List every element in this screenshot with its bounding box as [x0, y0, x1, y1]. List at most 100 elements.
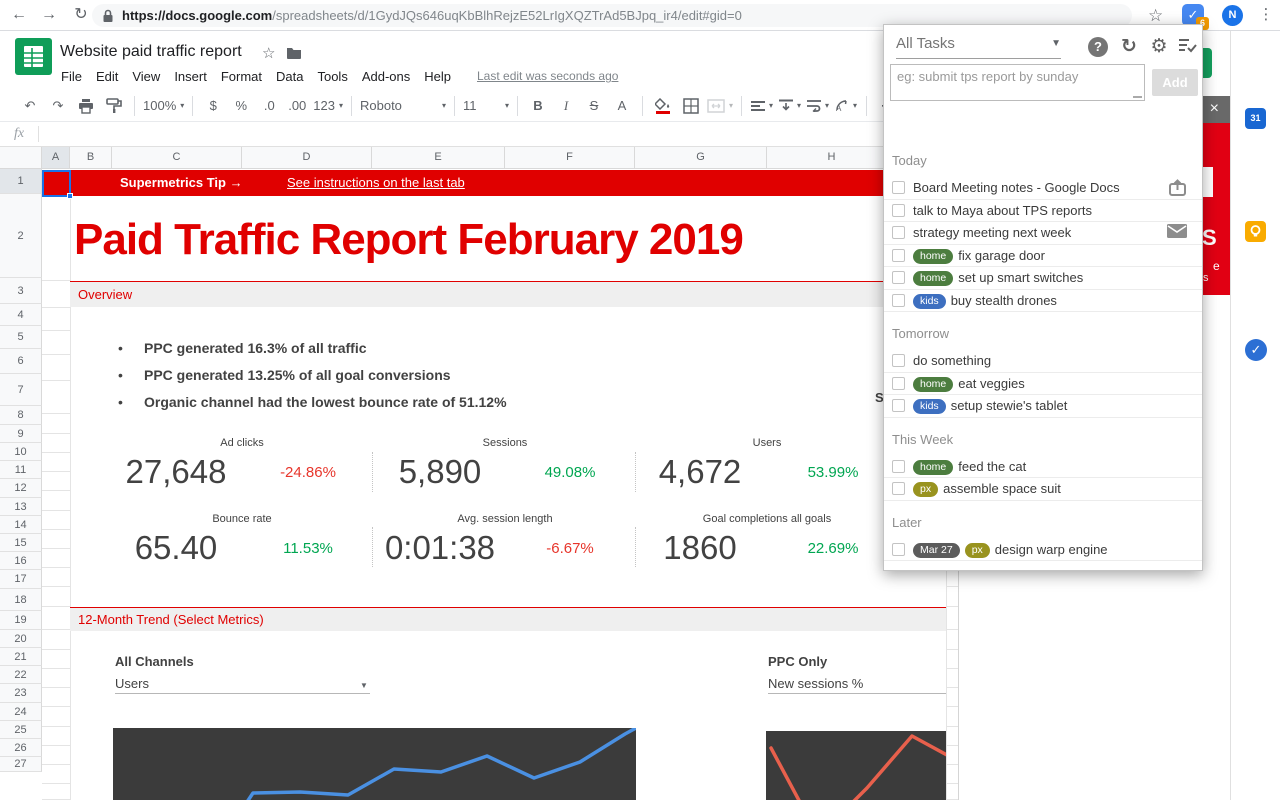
text-color-button[interactable]: A [610, 94, 634, 118]
task-item[interactable]: homeeat veggies [884, 373, 1202, 396]
sort-list-icon[interactable] [1176, 36, 1198, 58]
menu-add-ons[interactable]: Add-ons [355, 69, 417, 84]
fill-color-button[interactable] [651, 94, 675, 118]
bookmark-star-icon[interactable]: ☆ [1148, 6, 1163, 26]
task-item[interactable]: pxassemble space suit [884, 478, 1202, 501]
menu-edit[interactable]: Edit [89, 69, 125, 84]
row-header-13[interactable]: 13 [0, 498, 42, 516]
merge-cells-button[interactable]: ▾ [707, 94, 733, 118]
menu-file[interactable]: File [54, 69, 89, 84]
text-wrap-button[interactable]: ▾ [806, 94, 830, 118]
task-checkbox[interactable] [892, 226, 905, 239]
row-header-11[interactable]: 11 [0, 461, 42, 479]
row-header-21[interactable]: 21 [0, 648, 42, 666]
settings-gear-icon[interactable]: ⚙ [1148, 36, 1170, 58]
task-checkbox[interactable] [892, 354, 905, 367]
task-item[interactable]: kidssetup stewie's tablet [884, 395, 1202, 418]
doc-title[interactable]: Website paid traffic report [60, 43, 242, 61]
task-filter-dropdown[interactable]: All Tasks▼ [896, 35, 1061, 59]
row-header-10[interactable]: 10 [0, 443, 42, 461]
banner-instructions-link[interactable]: See instructions on the last tab [287, 170, 465, 196]
row-header-16[interactable]: 16 [0, 552, 42, 570]
doc-star-icon[interactable]: ☆ [262, 44, 275, 62]
help-icon[interactable]: ? [1088, 37, 1108, 57]
column-header-d[interactable]: D [242, 147, 372, 169]
strikethrough-button[interactable]: S [582, 94, 606, 118]
fill-handle[interactable] [67, 193, 73, 199]
row-header-8[interactable]: 8 [0, 406, 42, 425]
row-header-20[interactable]: 20 [0, 630, 42, 648]
undo-button[interactable]: ↶ [18, 94, 42, 118]
row-header-2[interactable]: 2 [0, 194, 42, 278]
back-icon[interactable]: ← [8, 4, 30, 26]
row-header-17[interactable]: 17 [0, 570, 42, 589]
task-item[interactable]: Mar 27pxdesign warp engine [884, 539, 1202, 562]
menu-insert[interactable]: Insert [167, 69, 214, 84]
right-metric-selector[interactable]: New sessions % [768, 676, 863, 691]
vertical-align-button[interactable]: ▾ [778, 94, 802, 118]
refresh-icon[interactable]: ↻ [1118, 36, 1140, 58]
close-icon[interactable]: × [1210, 100, 1219, 118]
email-icon[interactable] [1167, 224, 1187, 243]
menu-view[interactable]: View [125, 69, 167, 84]
menu-format[interactable]: Format [214, 69, 269, 84]
italic-button[interactable]: I [554, 94, 578, 118]
task-checkbox[interactable] [892, 294, 905, 307]
text-rotate-button[interactable]: A▾ [834, 94, 858, 118]
task-item[interactable]: homeset up smart switches [884, 267, 1202, 290]
row-header-26[interactable]: 26 [0, 739, 42, 757]
row-header-22[interactable]: 22 [0, 666, 42, 684]
column-header-a[interactable]: A [42, 147, 70, 169]
row-header-9[interactable]: 9 [0, 425, 42, 443]
print-button[interactable] [74, 94, 98, 118]
select-all-corner[interactable] [0, 147, 42, 169]
more-formats-button[interactable]: 123▾ [313, 94, 343, 118]
column-header-b[interactable]: B [70, 147, 112, 169]
move-folder-icon[interactable] [286, 46, 302, 59]
column-header-c[interactable]: C [112, 147, 242, 169]
browser-menu-icon[interactable]: ⋮ [1256, 4, 1276, 26]
row-header-3[interactable]: 3 [0, 278, 42, 304]
redo-button[interactable]: ↷ [46, 94, 70, 118]
add-task-button[interactable]: Add [1152, 69, 1198, 96]
forward-icon[interactable]: → [38, 4, 60, 26]
row-header-1[interactable]: 1 [0, 169, 42, 194]
last-edit-link[interactable]: Last edit was seconds ago [470, 69, 625, 84]
left-metric-selector[interactable]: Users [115, 676, 149, 691]
browser-avatar[interactable]: N [1222, 5, 1243, 26]
bold-button[interactable]: B [526, 94, 550, 118]
menu-help[interactable]: Help [417, 69, 458, 84]
task-item[interactable]: homefix garage door [884, 245, 1202, 268]
tasks-extension-icon[interactable]: ✓6 [1182, 4, 1204, 26]
task-checkbox[interactable] [892, 482, 905, 495]
task-item[interactable]: do something [884, 350, 1202, 373]
sheets-logo-icon[interactable] [15, 38, 52, 75]
column-header-g[interactable]: G [635, 147, 767, 169]
row-header-4[interactable]: 4 [0, 304, 42, 326]
borders-button[interactable] [679, 94, 703, 118]
row-header-14[interactable]: 14 [0, 516, 42, 534]
row-header-7[interactable]: 7 [0, 374, 42, 406]
task-item[interactable]: Board Meeting notes - Google Docs [884, 177, 1202, 200]
menu-data[interactable]: Data [269, 69, 310, 84]
font-size-button[interactable]: 11▾ [463, 94, 509, 118]
format-percent-button[interactable]: % [229, 94, 253, 118]
row-header-25[interactable]: 25 [0, 721, 42, 739]
reload-icon[interactable]: ↻ [70, 4, 92, 26]
menu-tools[interactable]: Tools [310, 69, 354, 84]
horizontal-align-button[interactable]: ▾ [750, 94, 774, 118]
column-header-f[interactable]: F [505, 147, 635, 169]
increase-decimals-button[interactable]: .00 [285, 94, 309, 118]
task-item[interactable]: kidsbuy stealth drones [884, 290, 1202, 313]
task-checkbox[interactable] [892, 460, 905, 473]
task-checkbox[interactable] [892, 181, 905, 194]
task-checkbox[interactable] [892, 271, 905, 284]
new-task-input[interactable] [890, 64, 1145, 101]
row-header-15[interactable]: 15 [0, 534, 42, 552]
row-header-27[interactable]: 27 [0, 757, 42, 772]
paint-format-button[interactable] [102, 94, 126, 118]
column-header-h[interactable]: H [767, 147, 897, 169]
keep-icon[interactable] [1245, 221, 1266, 242]
row-header-6[interactable]: 6 [0, 349, 42, 374]
row-header-12[interactable]: 12 [0, 479, 42, 498]
